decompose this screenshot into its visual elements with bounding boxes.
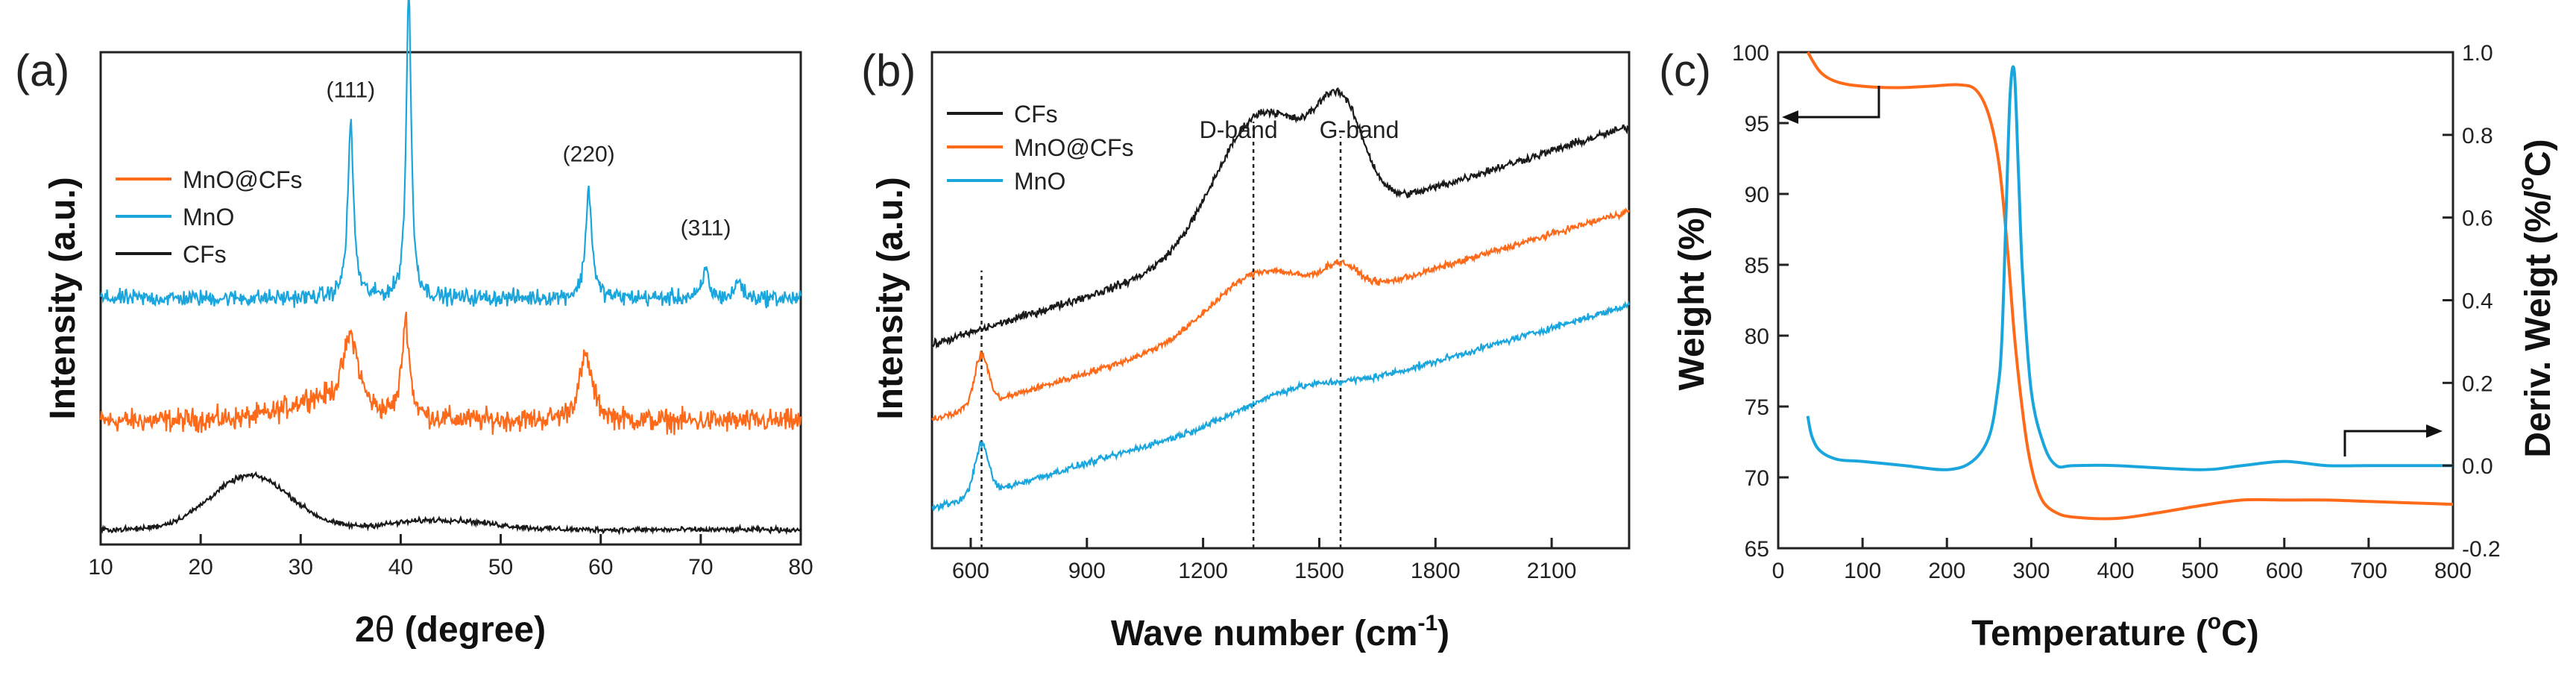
panel-b-frame: [930, 51, 1631, 550]
xtick-label-c: 800: [2434, 559, 2472, 583]
series-a-cfs: [100, 471, 802, 536]
ytick-label-c-left: 100: [1732, 41, 1769, 66]
panel-a-xlabel: 2θ (degree): [355, 610, 546, 650]
panel-c-ylabel-left: Weight (%): [1672, 206, 1712, 390]
xtick-label-a: 40: [388, 555, 413, 580]
series-a-mno: [99, 0, 802, 309]
xtick-label-b: 1800: [1411, 559, 1461, 583]
panel-b-ylabel: Intensity (a.u.): [871, 177, 910, 419]
panel-b-xlabel: Wave number (cm-1): [1111, 611, 1449, 653]
panel-a-series: [99, 0, 802, 536]
ytick-label-c-left: 70: [1745, 466, 1769, 491]
xtick-label-a: 20: [188, 555, 212, 580]
series-c-derivative: [1806, 65, 2453, 471]
panel-c-frame: [1777, 51, 2454, 550]
xtick-label-b: 2100: [1527, 559, 1577, 583]
xtick-label-a: 60: [588, 555, 613, 580]
ytick-label-c-right: -0.2: [2462, 537, 2501, 562]
ytick-label-c-left: 80: [1745, 324, 1769, 349]
peak-label-a: (220): [563, 142, 615, 166]
panel-c-xlabel: Temperature (oC): [1971, 609, 2259, 653]
xtick-label-c: 0: [1772, 559, 1785, 583]
xtick-label-c: 300: [2012, 559, 2050, 583]
panel-b-legend: CFs MnO@CFs MnO: [947, 101, 1133, 195]
panel-a-legend: MnO@CFs MnO CFs: [116, 166, 302, 268]
ytick-label-c-left: 95: [1745, 112, 1769, 136]
xtick-label-a: 70: [688, 555, 713, 580]
xtick-label-c: 700: [2350, 559, 2387, 583]
panel-a-letter: (a): [15, 45, 69, 95]
series-b-mno: [931, 300, 1631, 512]
ytick-label-c-right: 0.6: [2462, 207, 2493, 231]
xtick-label-b: 1500: [1294, 559, 1344, 583]
xtick-label-c: 200: [1928, 559, 1965, 583]
panel-c-left-yaxis: 65 70 75 80 85 90 95 100: [1732, 41, 1789, 562]
ytick-label-c-left: 65: [1745, 537, 1769, 562]
xtick-label-c: 500: [2182, 559, 2219, 583]
panel-c: (c) 0 100 200 300 400 500 600 700 800 65 70 75 80 85…: [1659, 41, 2558, 653]
panel-a-ylabel: Intensity (a.u.): [43, 177, 83, 419]
panel-c-series: [1806, 51, 2454, 521]
xtick-label-c: 100: [1844, 559, 1881, 583]
ytick-label-c-right: 0.0: [2462, 454, 2493, 479]
xtick-label-a: 30: [289, 555, 313, 580]
xtick-label-b: 600: [952, 559, 989, 583]
legend-b-cfs: CFs: [1014, 101, 1058, 128]
panel-a-xaxis: 10 20 30 40 50 60 70 80: [88, 534, 813, 580]
panel-c-right-axis-arrow: [2343, 424, 2443, 456]
band-label-b: D-band: [1200, 116, 1278, 143]
legend-b-mnocfs: MnO@CFs: [1014, 134, 1133, 161]
ytick-label-c-right: 0.2: [2462, 371, 2493, 396]
panel-c-left-axis-arrow: [1782, 86, 1880, 124]
series-c-weight: [1806, 51, 2454, 521]
panel-b-band-labels: D-band G-band: [1200, 116, 1399, 143]
xtick-label-a: 80: [788, 555, 813, 580]
ytick-label-c-right: 1.0: [2462, 41, 2493, 66]
series-a-mno-cfs: [99, 311, 802, 436]
peak-label-a: (111): [327, 78, 376, 103]
panel-b-reference-lines: [980, 122, 1342, 548]
series-b-cfs: [931, 87, 1630, 349]
band-label-b: G-band: [1320, 116, 1399, 143]
xtick-label-a: 50: [488, 555, 513, 580]
panel-c-xaxis: 0 100 200 300 400 500 600 700 800: [1772, 538, 2472, 583]
xtick-label-c: 400: [2097, 559, 2134, 583]
panel-c-letter: (c): [1659, 45, 1711, 95]
legend-a-mnocfs: MnO@CFs: [183, 166, 302, 193]
panel-b-series: [931, 87, 1631, 512]
xtick-label-b: 1200: [1178, 559, 1228, 583]
panel-a-peak-labels: (111)(200)(220)(311): [327, 78, 731, 241]
legend-a-mno: MnO: [183, 204, 234, 230]
ytick-label-c-left: 85: [1745, 254, 1769, 278]
panel-b: (b) 600 900 1200 1500 1800 2100 D-band G-band …: [861, 45, 1631, 653]
series-b-mno-cfs: [931, 207, 1630, 422]
panel-c-right-yaxis: -0.2 0.0 0.2 0.4 0.6 0.8 1.0: [2443, 41, 2501, 562]
xtick-label-b: 900: [1068, 559, 1106, 583]
panel-b-xaxis: 600 900 1200 1500 1800 2100: [952, 538, 1577, 583]
ytick-label-c-left: 90: [1745, 183, 1769, 207]
xtick-label-c: 600: [2266, 559, 2303, 583]
ytick-label-c-right: 0.8: [2462, 124, 2493, 148]
legend-b-mno: MnO: [1014, 168, 1065, 195]
ytick-label-c-right: 0.4: [2462, 289, 2493, 314]
legend-a-cfs: CFs: [183, 241, 227, 268]
peak-label-a: (311): [681, 216, 731, 240]
panel-a-frame: [99, 51, 802, 546]
panel-c-ylabel-right: Deriv. Weigt (%/oC): [2514, 139, 2558, 457]
xtick-label-a: 10: [88, 555, 113, 580]
panel-b-letter: (b): [861, 45, 916, 95]
ytick-label-c-left: 75: [1745, 395, 1769, 420]
